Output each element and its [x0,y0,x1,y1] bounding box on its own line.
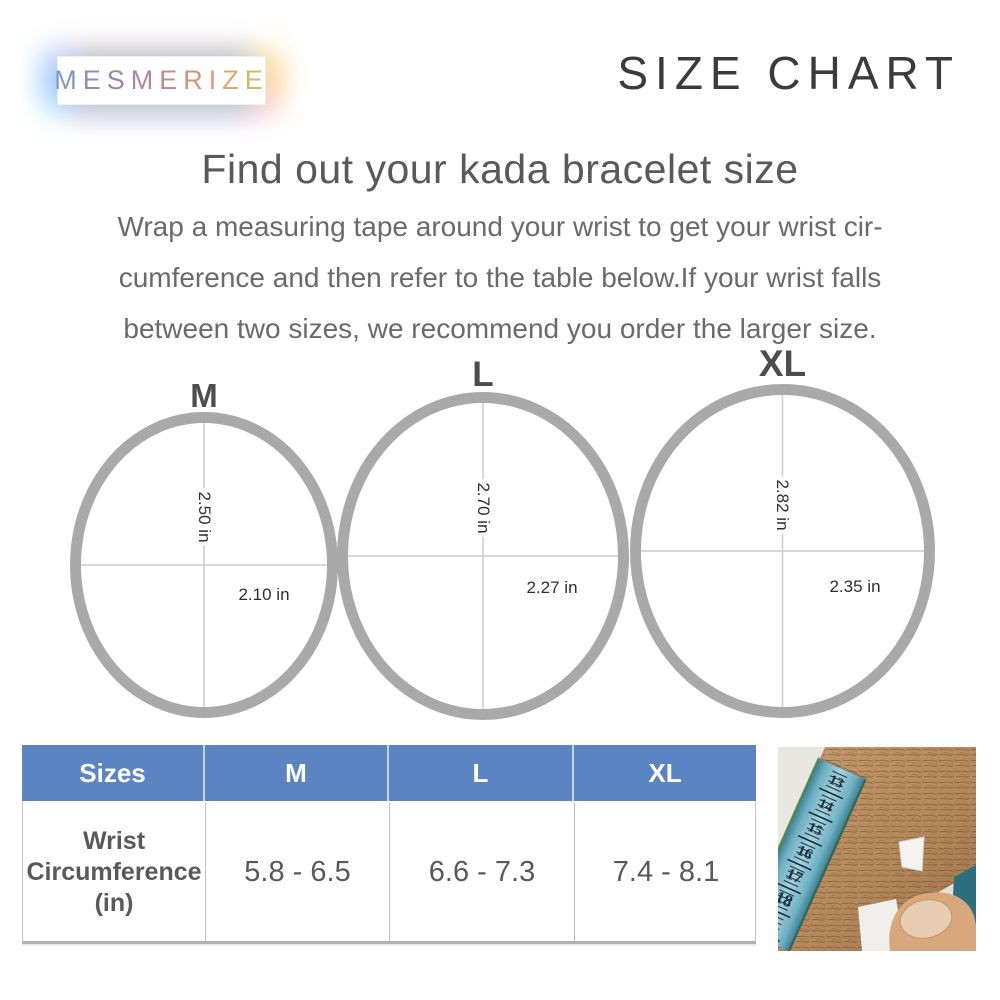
horizontal-measurement-xl: 2.35 in [826,576,884,598]
header-cell-sizes: Sizes [22,745,205,801]
value-cell-xl: 7.4 - 8.1 [612,855,720,888]
horizontal-measurement-m: 2.10 in [235,584,293,606]
row-label-wrist-circumference: Wrist Circumference (in) [23,803,206,941]
description-line: between two sizes, we recommend you orde… [123,313,877,344]
size-diagram-m: M 2.50 in 2.10 in [70,377,338,718]
bangle-ring-l [337,392,629,720]
size-diagram-xl: XL 2.82 in 2.35 in [630,343,935,718]
tape-number: 17 [783,865,805,887]
bangle-ring-xl [630,384,935,718]
tape-end-tab [898,836,925,872]
vertical-measurement-xl: 2.82 in [771,476,793,534]
vertical-measurement-m: 2.50 in [193,488,215,546]
size-table-header: Sizes M L XL [22,745,756,801]
size-label-l: L [472,355,494,394]
tape-number: 14 [816,796,835,815]
brand-logo-text: MESMERIZE [54,65,269,95]
size-table-row: Wrist Circumference (in) 5.8 - 6.5 6.6 -… [22,801,756,944]
brand-logo: MESMERIZE [54,56,269,105]
thumb-nail [899,899,953,939]
description-line: Wrap a measuring tape around your wrist … [117,211,883,242]
page-title: SIZE CHART [617,47,960,99]
tape-number: 15 [806,820,825,839]
size-label-xl: XL [758,343,807,384]
header-cell-m: M [205,745,389,801]
value-cell-l: 6.6 - 7.3 [390,803,575,941]
tape-number: 16 [794,843,815,864]
size-label-m: M [190,377,218,414]
header-cell-l: L [389,745,574,801]
vertical-measurement-l: 2.70 in [472,479,494,537]
header-cell-xl: XL [648,757,682,788]
measuring-tape: 13 14 15 16 17 18 [778,756,868,951]
description-line: cumference and then refer to the table b… [118,262,882,293]
wrist-photo-art: 13 14 15 16 17 18 [778,747,976,951]
bangle-ring-m [70,412,338,718]
wrist-measuring-photo: 13 14 15 16 17 18 [778,747,976,951]
value-cell-m: 5.8 - 6.5 [206,803,390,941]
section-heading: Find out your kada bracelet size [201,146,799,192]
tape-number: 13 [827,773,846,792]
size-table: Sizes M L XL Wrist Circumference (in) 5.… [22,745,756,944]
horizontal-measurement-l: 2.27 in [523,577,581,599]
size-diagram-l: L 2.70 in 2.27 in [337,355,629,720]
description: Wrap a measuring tape around your wrist … [0,201,1000,354]
